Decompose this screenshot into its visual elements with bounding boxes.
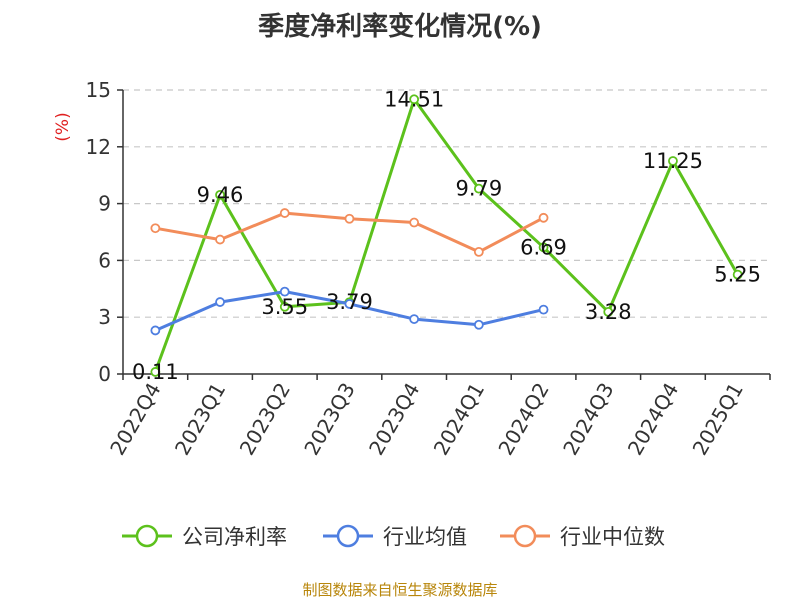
data-point[interactable] <box>344 299 355 309</box>
x-tick-label: 2024Q3 <box>558 379 618 460</box>
x-tick-label: 2022Q4 <box>105 379 165 460</box>
series-line <box>153 97 739 373</box>
legend[interactable]: 公司净利率 行业均值 行业中位数 <box>122 524 665 549</box>
y-tick-label: 9 <box>98 192 111 216</box>
data-point[interactable] <box>215 189 225 200</box>
series-lines <box>150 94 743 377</box>
data-point[interactable] <box>473 246 484 257</box>
source-note: 制图数据来自恒生聚源数据库 <box>302 581 498 599</box>
data-label: 6.69 <box>520 235 567 259</box>
data-label: 3.28 <box>585 300 632 324</box>
data-point[interactable] <box>409 217 420 228</box>
data-label: 5.25 <box>714 263 761 287</box>
data-label: 9.79 <box>455 177 502 201</box>
legend-label: 公司净利率 <box>182 525 287 549</box>
legend-marker <box>135 524 159 548</box>
data-point[interactable] <box>344 213 355 224</box>
data-point[interactable] <box>538 242 549 253</box>
data-point[interactable] <box>409 314 420 324</box>
x-tick-label: 2023Q2 <box>235 379 295 460</box>
data-label: 9.46 <box>197 183 244 207</box>
data-point[interactable] <box>215 297 225 307</box>
legend-marker <box>513 524 537 548</box>
x-tick-label: 2024Q1 <box>429 379 489 460</box>
y-tick-label: 12 <box>86 135 111 159</box>
y-tick-label: 3 <box>98 305 111 329</box>
data-label: 3.55 <box>261 295 308 319</box>
data-point[interactable] <box>603 306 614 317</box>
data-label: 3.79 <box>326 290 373 314</box>
data-label: 11.25 <box>643 149 703 173</box>
legend-item[interactable]: 行业中位数 <box>500 524 665 549</box>
axes: 0 3 6 9 12 15 (%) 2022Q4 2023Q1 2023Q2 2023Q3 2023Q… <box>53 78 771 460</box>
legend-item[interactable]: 公司净利率 <box>122 524 287 549</box>
data-point[interactable] <box>473 319 484 330</box>
data-point[interactable] <box>279 208 290 218</box>
data-point[interactable] <box>279 301 290 312</box>
data-point[interactable] <box>215 234 225 245</box>
x-tick-label: 2024Q4 <box>623 379 683 460</box>
legend-label: 行业中位数 <box>560 525 665 549</box>
data-point[interactable] <box>668 156 678 166</box>
x-tick-label: 2023Q1 <box>170 379 230 460</box>
x-tick-label: 2023Q4 <box>364 379 424 460</box>
x-tick-label: 2025Q1 <box>688 379 748 460</box>
data-point[interactable] <box>732 269 743 280</box>
grid-lines <box>123 89 770 318</box>
chart-title: 季度净利率变化情况(%) <box>258 12 542 42</box>
data-point[interactable] <box>473 183 484 194</box>
x-tick-label: 2023Q3 <box>299 379 359 460</box>
legend-item[interactable]: 行业均值 <box>323 524 467 549</box>
data-point[interactable] <box>150 367 161 377</box>
data-point[interactable] <box>279 286 290 297</box>
legend-label: 行业均值 <box>383 525 467 549</box>
y-tick-label: 15 <box>86 78 111 102</box>
x-tick-label: 2024Q2 <box>493 379 553 460</box>
y-axis-label: (%) <box>53 112 73 141</box>
y-tick-label: 6 <box>98 248 111 272</box>
data-point[interactable] <box>538 304 549 315</box>
data-label: 14.51 <box>384 87 444 111</box>
data-point[interactable] <box>150 325 161 336</box>
data-point[interactable] <box>150 223 161 234</box>
data-point[interactable] <box>409 94 420 105</box>
data-labels: 0.11 9.46 3.55 3.79 14.51 9.79 6.69 3.28 11.25 5.… <box>132 87 761 384</box>
y-tick-label: 0 <box>98 362 111 386</box>
data-point[interactable] <box>538 212 549 223</box>
data-label: 0.11 <box>132 360 179 384</box>
legend-marker <box>336 524 360 548</box>
